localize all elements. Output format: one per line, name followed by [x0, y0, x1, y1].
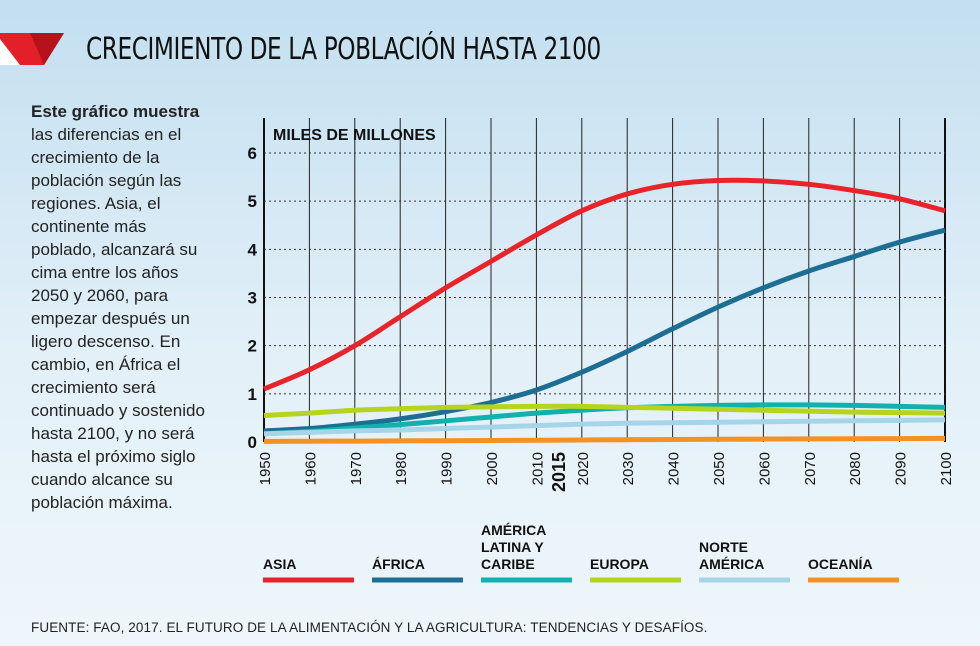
series-line — [263, 417, 946, 437]
source-note: FUENTE: FAO, 2017. EL FUTURO DE LA ALIME… — [31, 620, 708, 635]
series-line — [263, 227, 946, 434]
series-line — [263, 435, 946, 444]
legend-label: ÁFRICA — [372, 556, 425, 572]
legend-label: AMÉRICA — [481, 522, 546, 538]
x-tick-label: 1960 — [302, 452, 319, 485]
x-tick-label: 1950 — [257, 452, 274, 485]
x-tick-label: 2030 — [620, 452, 637, 485]
legend-label: EUROPA — [590, 556, 649, 572]
intro-text: Este gráfico muestra las diferencias en … — [31, 100, 209, 514]
legend-label: NORTE — [699, 539, 748, 555]
logo-triangle-dark — [30, 33, 64, 65]
page-title: CRECIMIENTO DE LA POBLACIÓN HASTA 2100 — [86, 32, 601, 67]
x-tick-label: 2040 — [666, 452, 683, 485]
series-line — [263, 403, 946, 419]
x-tick-label: 2050 — [711, 452, 728, 485]
y-tick-label: 0 — [248, 433, 257, 452]
x-tick-label: 2020 — [575, 452, 592, 485]
x-tick-label: 2100 — [938, 452, 955, 485]
x-tick-label: 2000 — [484, 452, 501, 485]
y-tick-label: 1 — [248, 385, 257, 404]
x-tick-label: 2080 — [847, 452, 864, 485]
y-axis-title: MILES DE MILLONES — [273, 127, 436, 144]
legend-label: OCEANÍA — [808, 556, 873, 572]
logo-icon — [0, 33, 64, 65]
legend-label: AMÉRICA — [699, 556, 764, 572]
logo-triangle-white — [0, 39, 20, 65]
y-tick-label: 2 — [248, 337, 257, 356]
series-line — [263, 177, 946, 392]
legend-label: ASIA — [263, 556, 296, 572]
y-tick-label: 5 — [248, 192, 257, 211]
x-tick-label: 1970 — [348, 452, 365, 485]
x-tick-label: 1980 — [393, 452, 410, 485]
x-tick-label: 2070 — [802, 452, 819, 485]
y-tick-label: 3 — [248, 289, 257, 308]
x-tick-label: 2060 — [756, 452, 773, 485]
legend-label: LATINA Y — [481, 539, 544, 555]
x-tick-label: 2010 — [529, 452, 546, 485]
x-tick-label: 1990 — [439, 452, 456, 485]
x-tick-label: 2015 — [549, 452, 569, 492]
y-tick-label: 4 — [248, 240, 258, 259]
intro-body: las diferencias en el crecimiento de la … — [31, 125, 205, 512]
x-tick-label: 2090 — [893, 452, 910, 485]
legend-label: CARIBE — [481, 556, 535, 572]
intro-bold: Este gráfico muestra — [31, 102, 200, 121]
y-tick-label: 6 — [248, 144, 257, 163]
